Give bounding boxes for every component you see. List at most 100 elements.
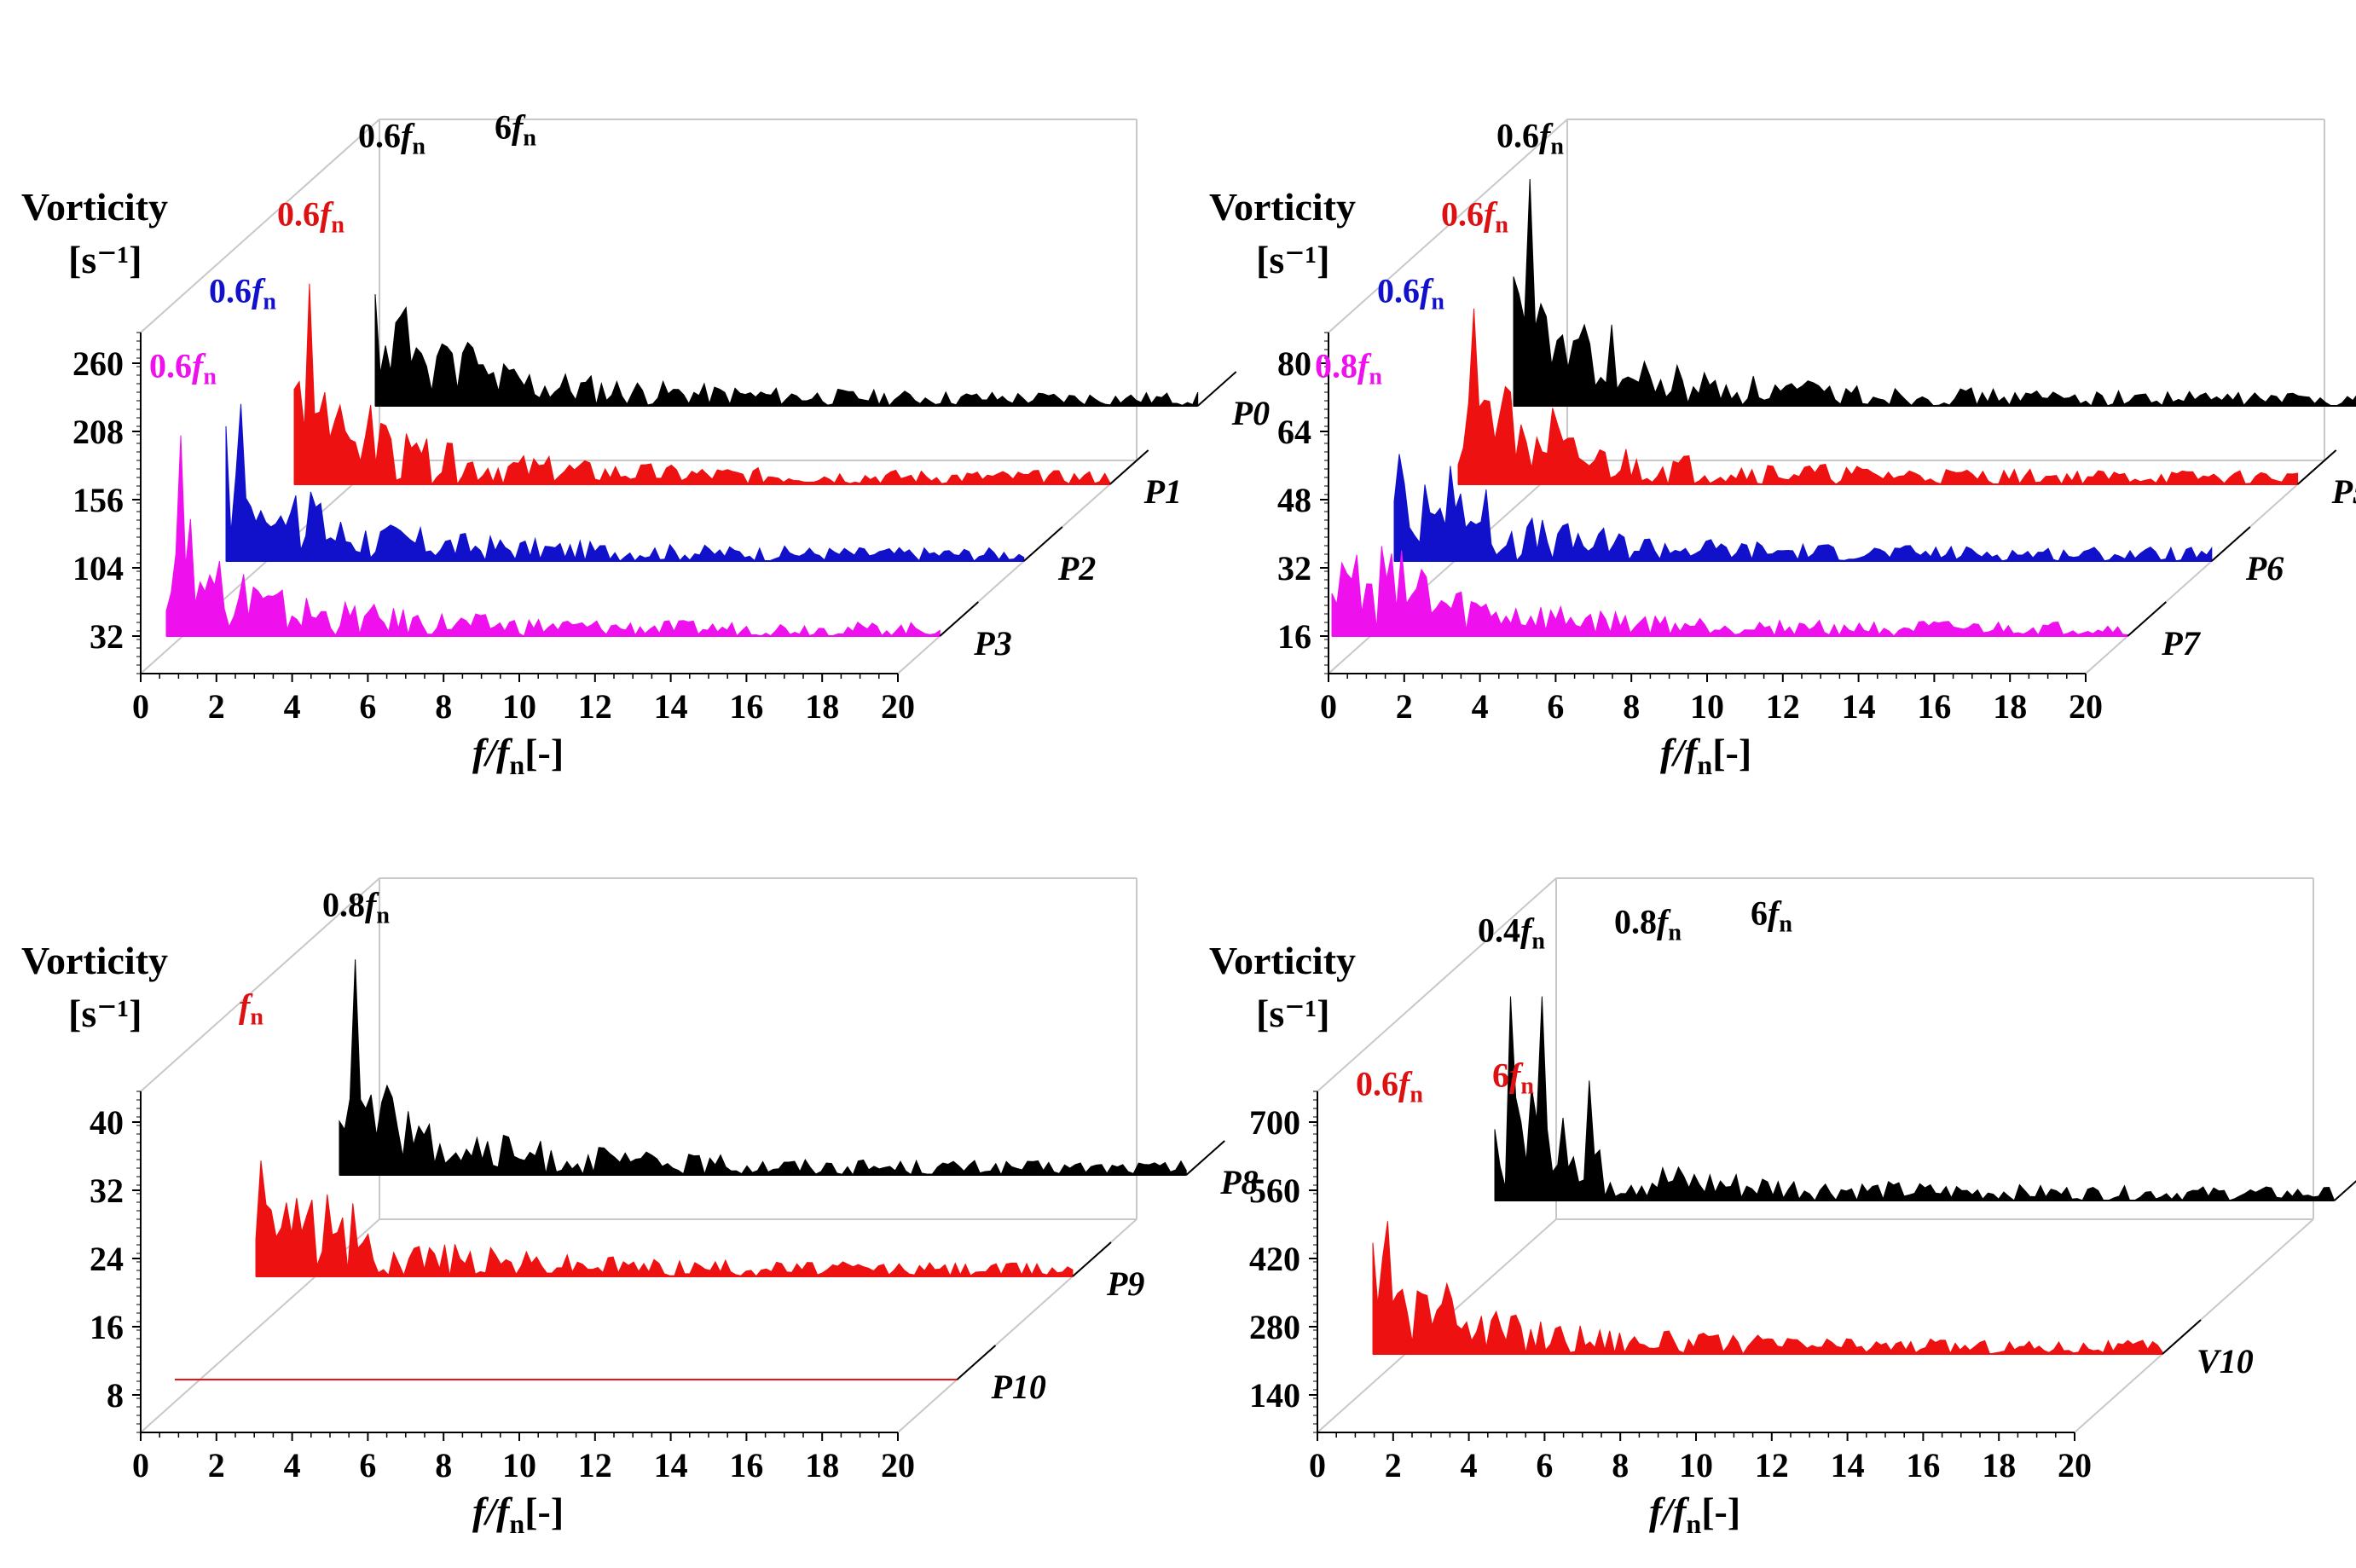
panel-top-right: 0 2 4 6 8 10 12 14 16 18 20 f/fn[-] 16 32 48 64 80 Vortic… bbox=[1209, 116, 2356, 780]
x-tick-label: 20 bbox=[2069, 687, 2103, 726]
panel-top-left: 0 2 4 6 8 10 12 14 16 18 20 f/fn[-] 32 104 156 208 260 Vo… bbox=[21, 107, 1270, 780]
series-P8-edge bbox=[1185, 1140, 1225, 1176]
x-tick-label: 16 bbox=[1906, 1446, 1940, 1484]
frame-floor-left bbox=[1328, 460, 1568, 674]
y-tick-label: 40 bbox=[90, 1103, 124, 1142]
x-axis-label: f/fn[-] bbox=[1649, 1490, 1740, 1539]
y-tick-label: 420 bbox=[1249, 1240, 1300, 1278]
x-tick-label: 0 bbox=[1309, 1446, 1326, 1484]
annotation-P4-0: 0.6fn bbox=[1496, 116, 1564, 159]
x-tick-label: 6 bbox=[359, 687, 376, 726]
x-tick-label: 16 bbox=[1917, 687, 1951, 726]
series-V9-area bbox=[1494, 996, 2336, 1201]
x-tick-label: 14 bbox=[1831, 1446, 1865, 1484]
series-P4-area bbox=[1513, 178, 2356, 407]
x-tick-label: 18 bbox=[1993, 687, 2027, 726]
frame-top bbox=[1317, 877, 2313, 1092]
x-tick-label: 6 bbox=[1536, 1446, 1553, 1484]
x-tick-label: 6 bbox=[1547, 687, 1564, 726]
annotation-V9-2: 6fn bbox=[1751, 894, 1792, 937]
y-axis-label: Vorticity bbox=[21, 939, 168, 982]
y-axis-label: Vorticity bbox=[1209, 185, 1356, 229]
series-P0-edge bbox=[1197, 371, 1237, 407]
series-P10-edge bbox=[956, 1345, 997, 1380]
annotation-V9-1: 0.8fn bbox=[1614, 902, 1682, 946]
series-label-P10: P10 bbox=[990, 1368, 1045, 1406]
x-tick-label: 4 bbox=[284, 687, 301, 726]
x-tick-label: 2 bbox=[1396, 687, 1413, 726]
series-label-P7: P7 bbox=[2161, 624, 2201, 662]
x-tick-label: 12 bbox=[578, 1446, 612, 1484]
x-tick-label: 12 bbox=[1755, 1446, 1789, 1484]
y-axis-unit: [s⁻¹] bbox=[68, 992, 142, 1035]
x-tick-label: 2 bbox=[208, 1446, 225, 1484]
x-tick-label: 20 bbox=[881, 1446, 915, 1484]
annotation-P5-0: 0.6fn bbox=[1441, 194, 1508, 238]
x-tick-label: 0 bbox=[1320, 687, 1337, 726]
x-tick-label: 4 bbox=[284, 1446, 301, 1484]
series-label-P9: P9 bbox=[1106, 1264, 1144, 1303]
x-tick-label: 2 bbox=[1385, 1446, 1402, 1484]
y-tick-label: 16 bbox=[90, 1308, 124, 1346]
series-P2-area bbox=[225, 403, 1025, 563]
y-tick-label: 208 bbox=[72, 413, 124, 451]
x-tick-label: 16 bbox=[729, 1446, 763, 1484]
x-tick-label: 12 bbox=[1766, 687, 1800, 726]
annotation-V9-0: 0.4fn bbox=[1478, 911, 1545, 954]
series-P3-edge bbox=[939, 601, 979, 637]
x-tick-label: 8 bbox=[435, 687, 452, 726]
annotation-V10-1: 6fn bbox=[1492, 1056, 1534, 1099]
series-label-P5: P5 bbox=[2331, 472, 2356, 511]
panel-bottom-right: 0 2 4 6 8 10 12 14 16 18 20 f/fn[-] 140 280 420 560 700 V… bbox=[1209, 877, 2356, 1539]
x-tick-label: 16 bbox=[729, 687, 763, 726]
x-tick-label: 8 bbox=[1623, 687, 1640, 726]
frame-floor-left bbox=[140, 460, 380, 674]
series-V10-area bbox=[1372, 1221, 2163, 1355]
x-tick-label: 12 bbox=[578, 687, 612, 726]
y-axis-unit: [s⁻¹] bbox=[68, 238, 142, 281]
series-V9-edge bbox=[2333, 1180, 2356, 1201]
annotation-P2-0: 0.6fn bbox=[209, 271, 276, 315]
y-tick-label: 32 bbox=[90, 617, 124, 656]
series-P9-area bbox=[255, 1160, 1074, 1277]
x-tick-label: 10 bbox=[1690, 687, 1724, 726]
series-P7-area bbox=[1331, 546, 2128, 637]
series-P7-edge bbox=[2127, 601, 2167, 637]
y-tick-label: 24 bbox=[90, 1240, 124, 1278]
annotation-P0-1: 6fn bbox=[495, 107, 536, 151]
annotation-V10-0: 0.6fn bbox=[1356, 1064, 1423, 1108]
series-label-P0: P0 bbox=[1231, 394, 1270, 432]
x-tick-label: 10 bbox=[502, 687, 536, 726]
series-P5-area bbox=[1457, 308, 2299, 486]
y-tick-label: 32 bbox=[90, 1172, 124, 1210]
series-P6-edge bbox=[2211, 526, 2251, 562]
y-tick-label: 8 bbox=[107, 1376, 124, 1415]
x-tick-label: 18 bbox=[1982, 1446, 2016, 1484]
annotation-P3-0: 0.6fn bbox=[149, 346, 217, 390]
series-P8-area bbox=[339, 959, 1187, 1176]
y-tick-label: 700 bbox=[1249, 1103, 1300, 1142]
y-tick-label: 32 bbox=[1277, 549, 1311, 587]
x-tick-label: 2 bbox=[208, 687, 225, 726]
y-tick-label: 140 bbox=[1249, 1376, 1300, 1415]
y-tick-label: 260 bbox=[72, 344, 124, 383]
series-P0-area bbox=[374, 293, 1199, 407]
series-V10-edge bbox=[2162, 1319, 2202, 1355]
x-tick-label: 8 bbox=[435, 1446, 452, 1484]
x-axis-label: f/fn[-] bbox=[472, 1490, 564, 1539]
x-tick-label: 6 bbox=[359, 1446, 376, 1484]
series-label-P6: P6 bbox=[2245, 549, 2284, 587]
annotation-P1-0: 0.6fn bbox=[277, 194, 344, 238]
x-tick-label: 4 bbox=[1461, 1446, 1478, 1484]
x-tick-label: 10 bbox=[1679, 1446, 1713, 1484]
series-label-P2: P2 bbox=[1057, 549, 1096, 587]
x-tick-label: 14 bbox=[654, 1446, 688, 1484]
y-axis-label: Vorticity bbox=[21, 185, 168, 229]
panel-bottom-left: 0 2 4 6 8 10 12 14 16 18 20f/fn[-]816243240Vortici… bbox=[21, 877, 1259, 1539]
x-tick-label: 20 bbox=[881, 687, 915, 726]
x-axis-label: f/fn[-] bbox=[1660, 731, 1751, 780]
y-tick-label: 64 bbox=[1277, 413, 1311, 451]
y-tick-label: 104 bbox=[72, 549, 124, 587]
y-tick-label: 156 bbox=[72, 481, 124, 519]
y-tick-label: 280 bbox=[1249, 1308, 1300, 1346]
